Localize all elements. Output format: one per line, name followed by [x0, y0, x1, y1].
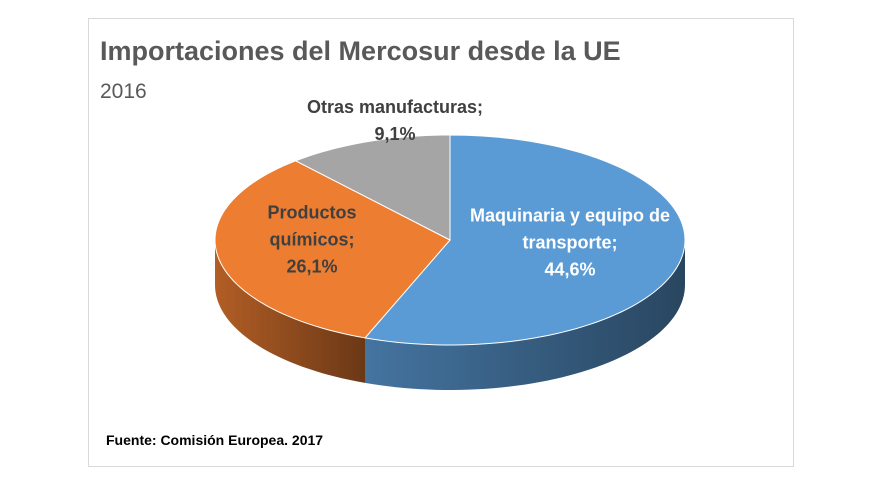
data-label-value: 26,1%: [286, 256, 338, 277]
slice: [364, 134, 686, 346]
data-label-category: Maquinaria y equipo de transporte;: [469, 205, 671, 253]
slice: [214, 160, 451, 339]
chart-frame: [88, 18, 794, 467]
data-label-category: Otras manufacturas;: [306, 97, 484, 117]
data-label-category: Productos químicos;: [267, 202, 357, 250]
data-label: Otras manufacturas; 9,1%: [285, 94, 505, 148]
slice-side: [365, 240, 685, 390]
slice-side: [215, 240, 366, 383]
data-label-value: 44,6%: [544, 259, 596, 280]
source-note: Fuente: Comisión Europea. 2017: [106, 432, 324, 448]
chart-subtitle: 2016: [100, 80, 147, 103]
slice: [294, 134, 451, 241]
data-label: Maquinaria y equipo de transporte; 44,6%: [465, 203, 675, 284]
chart-title: Importaciones del Mercosur desde la UE: [100, 36, 621, 66]
data-label-value: 9,1%: [374, 124, 416, 144]
data-label: Productos químicos; 26,1%: [252, 200, 372, 281]
